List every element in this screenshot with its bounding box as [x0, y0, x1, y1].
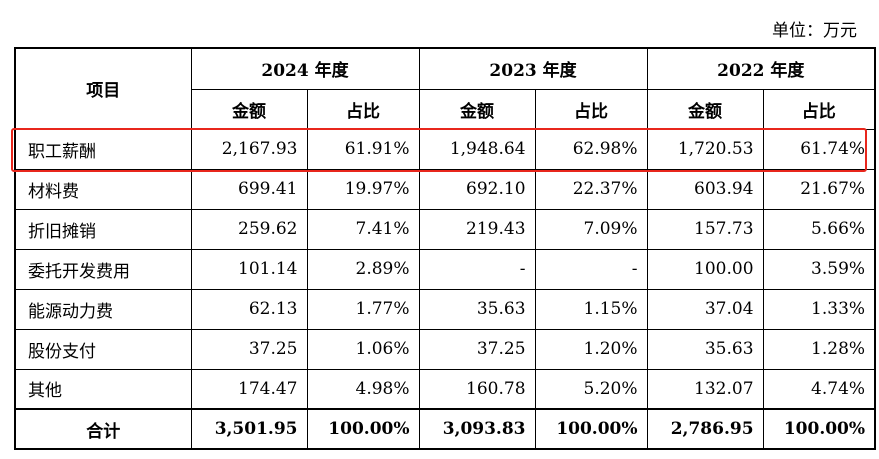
amount-2022: 35.63 [646, 328, 764, 370]
ratio-2024: 7.41% [306, 208, 420, 250]
header-amount: 金额 [190, 88, 308, 130]
table-row: 职工薪酬 2,167.93 61.91% 1,948.64 62.98% 1,7… [14, 128, 876, 170]
ratio-2023: - [534, 248, 648, 290]
expense-table: 项目 2024 年度 2023 年度 2022 年度 金额 占比 金额 占比 金… [14, 47, 877, 450]
ratio-2024: 19.97% [306, 168, 420, 210]
amount-2022: 100.00 [646, 248, 764, 290]
total-ratio-2024: 100.00% [306, 408, 420, 450]
table-row: 其他 174.47 4.98% 160.78 5.20% 132.07 4.74… [14, 368, 876, 410]
total-amount-2024: 3,501.95 [190, 408, 308, 450]
total-ratio-2022: 100.00% [762, 408, 876, 450]
header-amount: 金额 [646, 88, 764, 130]
ratio-2024: 1.06% [306, 328, 420, 370]
amount-2023: - [418, 248, 536, 290]
amount-2024: 259.62 [190, 208, 308, 250]
row-item: 其他 [14, 368, 192, 410]
row-item: 股份支付 [14, 328, 192, 370]
ratio-2022: 61.74% [762, 128, 876, 170]
amount-2022: 37.04 [646, 288, 764, 330]
row-item: 委托开发费用 [14, 248, 192, 290]
total-amount-2022: 2,786.95 [646, 408, 764, 450]
amount-2023: 219.43 [418, 208, 536, 250]
amount-2024: 174.47 [190, 368, 308, 410]
row-item: 能源动力费 [14, 288, 192, 330]
ratio-2023: 5.20% [534, 368, 648, 410]
row-item: 材料费 [14, 168, 192, 210]
amount-2024: 101.14 [190, 248, 308, 290]
header-year-2022: 2022 年度 [646, 47, 876, 90]
total-ratio-2023: 100.00% [534, 408, 648, 450]
ratio-2022: 3.59% [762, 248, 876, 290]
amount-2023: 1,948.64 [418, 128, 536, 170]
amount-2022: 157.73 [646, 208, 764, 250]
row-item: 折旧摊销 [14, 208, 192, 250]
total-amount-2023: 3,093.83 [418, 408, 536, 450]
amount-2022: 132.07 [646, 368, 764, 410]
header-row-years: 项目 2024 年度 2023 年度 2022 年度 [14, 47, 876, 130]
header-ratio: 占比 [306, 88, 420, 130]
amount-2023: 692.10 [418, 168, 536, 210]
ratio-2024: 2.89% [306, 248, 420, 290]
unit-note: 单位：万元 [772, 21, 857, 41]
amount-2023: 35.63 [418, 288, 536, 330]
ratio-2024: 4.98% [306, 368, 420, 410]
ratio-2023: 62.98% [534, 128, 648, 170]
ratio-2022: 1.33% [762, 288, 876, 330]
header-item: 项目 [14, 47, 192, 130]
amount-2022: 603.94 [646, 168, 764, 210]
ratio-2022: 5.66% [762, 208, 876, 250]
table-row: 材料费 699.41 19.97% 692.10 22.37% 603.94 2… [14, 168, 876, 210]
ratio-2024: 1.77% [306, 288, 420, 330]
amount-2024: 37.25 [190, 328, 308, 370]
header-ratio: 占比 [762, 88, 876, 130]
ratio-2022: 21.67% [762, 168, 876, 210]
header-ratio: 占比 [534, 88, 648, 130]
amount-2024: 2,167.93 [190, 128, 308, 170]
header-amount: 金额 [418, 88, 536, 130]
header-row-metrics: 金额 占比 金额 占比 金额 占比 [15, 88, 876, 130]
row-item: 职工薪酬 [14, 128, 192, 170]
ratio-2022: 1.28% [762, 328, 876, 370]
ratio-2023: 1.15% [534, 288, 648, 330]
ratio-2024: 61.91% [306, 128, 420, 170]
total-row: 合计 3,501.95 100.00% 3,093.83 100.00% 2,7… [14, 408, 876, 450]
table-row: 委托开发费用 101.14 2.89% - - 100.00 3.59% [14, 248, 876, 290]
ratio-2023: 22.37% [534, 168, 648, 210]
amount-2024: 699.41 [190, 168, 308, 210]
amount-2023: 160.78 [418, 368, 536, 410]
total-label: 合计 [14, 408, 192, 450]
header-year-2023: 2023 年度 [418, 47, 648, 90]
table-row: 能源动力费 62.13 1.77% 35.63 1.15% 37.04 1.33… [14, 288, 876, 330]
ratio-2023: 1.20% [534, 328, 648, 370]
amount-2024: 62.13 [190, 288, 308, 330]
table-row: 股份支付 37.25 1.06% 37.25 1.20% 35.63 1.28% [14, 328, 876, 370]
ratio-2022: 4.74% [762, 368, 876, 410]
ratio-2023: 7.09% [534, 208, 648, 250]
header-year-2024: 2024 年度 [190, 47, 420, 90]
amount-2022: 1,720.53 [646, 128, 764, 170]
amount-2023: 37.25 [418, 328, 536, 370]
table-row: 折旧摊销 259.62 7.41% 219.43 7.09% 157.73 5.… [14, 208, 876, 250]
